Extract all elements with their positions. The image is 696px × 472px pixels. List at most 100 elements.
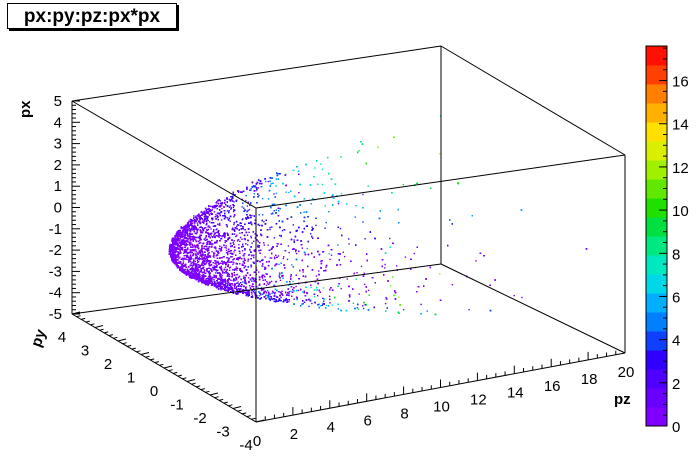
scatter-point bbox=[204, 263, 206, 266]
scatter-point bbox=[280, 243, 282, 245]
scatter-point bbox=[282, 277, 284, 279]
scatter-point bbox=[193, 237, 195, 239]
scatter-point bbox=[252, 278, 255, 281]
scatter-point bbox=[311, 302, 313, 305]
scatter-point bbox=[389, 237, 391, 240]
scatter-point bbox=[242, 289, 245, 291]
scatter-point bbox=[293, 248, 295, 250]
scatter-point bbox=[193, 224, 196, 227]
scatter-point bbox=[305, 299, 308, 301]
scatter-point bbox=[426, 310, 428, 312]
scatter-point bbox=[329, 302, 331, 304]
scatter-point bbox=[366, 259, 368, 262]
scatter-point bbox=[280, 262, 282, 264]
scatter-point bbox=[247, 295, 249, 297]
scatter-point bbox=[234, 194, 236, 196]
scatter-point bbox=[189, 260, 192, 263]
scatter-point bbox=[201, 221, 204, 223]
scatter-point bbox=[321, 260, 323, 262]
scatter-point bbox=[228, 210, 230, 212]
scatter-point bbox=[293, 287, 295, 289]
scatter-point bbox=[283, 229, 286, 231]
scatter-point bbox=[266, 281, 268, 283]
scatter-point bbox=[220, 273, 222, 276]
scatter-point bbox=[219, 209, 221, 211]
scatter-point bbox=[284, 267, 286, 269]
scatter-point bbox=[240, 222, 242, 224]
scatter-point bbox=[256, 239, 258, 241]
scatter-point bbox=[191, 220, 194, 222]
scatter-point bbox=[348, 294, 351, 296]
scatter-point bbox=[188, 259, 190, 262]
scatter-point bbox=[192, 263, 194, 265]
scatter-point bbox=[231, 228, 234, 231]
scatter-point bbox=[204, 217, 206, 219]
scatter-point bbox=[199, 215, 201, 217]
scatter-point bbox=[246, 234, 249, 236]
scatter-point bbox=[224, 236, 226, 239]
scatter-point bbox=[246, 292, 248, 294]
scatter-point bbox=[265, 294, 267, 297]
scatter-point bbox=[250, 202, 252, 204]
scatter-point bbox=[271, 177, 273, 179]
scatter-point bbox=[331, 195, 333, 197]
scatter-point bbox=[417, 286, 420, 288]
scatter-point bbox=[232, 204, 234, 206]
scatter-point bbox=[288, 294, 290, 297]
scatter-point bbox=[230, 199, 233, 201]
scatter-point bbox=[263, 292, 265, 294]
scatter-point bbox=[209, 210, 211, 212]
scatter-point bbox=[363, 301, 365, 304]
scatter-point bbox=[214, 225, 217, 227]
scatter-point bbox=[233, 229, 235, 231]
scatter-point bbox=[221, 207, 223, 210]
scatter-point bbox=[192, 219, 194, 221]
scatter-point bbox=[305, 211, 308, 213]
chart-title: px:py:pz:px*px bbox=[7, 3, 177, 29]
scatter-point bbox=[239, 263, 241, 265]
scatter-point bbox=[231, 245, 233, 247]
scatter-point bbox=[291, 264, 293, 266]
scatter-point bbox=[309, 299, 312, 301]
scatter-point bbox=[206, 222, 208, 225]
scatter-point bbox=[373, 306, 375, 309]
scatter-point bbox=[394, 298, 397, 300]
scatter-point bbox=[251, 181, 254, 184]
scatter-point bbox=[232, 227, 234, 230]
scatter-point bbox=[214, 205, 216, 207]
scatter-point bbox=[355, 244, 357, 246]
scatter-point bbox=[241, 250, 244, 252]
scatter-point bbox=[224, 212, 226, 215]
scatter-point bbox=[264, 178, 266, 180]
scatter-point bbox=[245, 194, 247, 197]
scatter-point bbox=[286, 294, 288, 296]
scatter-point bbox=[254, 250, 256, 252]
scatter-point bbox=[204, 214, 207, 216]
scatter-point bbox=[234, 227, 237, 229]
scatter-point bbox=[253, 193, 255, 195]
scatter-point bbox=[285, 297, 287, 300]
scatter-point bbox=[293, 298, 295, 300]
scatter-point bbox=[253, 288, 255, 290]
scatter-point bbox=[230, 256, 232, 258]
scatter-point bbox=[258, 291, 260, 293]
scatter-point bbox=[273, 203, 276, 206]
scatter-point bbox=[182, 232, 184, 234]
scatter-point bbox=[232, 200, 234, 202]
scatter-point bbox=[253, 256, 255, 259]
scatter-point bbox=[367, 309, 370, 311]
scatter-point bbox=[218, 199, 220, 201]
scatter-point bbox=[286, 301, 288, 303]
scatter-point bbox=[398, 222, 400, 224]
scatter-point bbox=[252, 291, 254, 293]
scatter-point bbox=[223, 256, 225, 258]
scatter-point bbox=[206, 212, 208, 214]
scatter-point bbox=[239, 256, 241, 259]
scatter-point bbox=[203, 210, 206, 213]
scatter-point bbox=[238, 224, 240, 226]
scatter-point bbox=[337, 285, 339, 287]
scatter-point bbox=[199, 218, 201, 221]
scatter-point bbox=[300, 212, 302, 214]
scatter-point bbox=[317, 295, 319, 297]
scatter-point bbox=[203, 262, 206, 265]
